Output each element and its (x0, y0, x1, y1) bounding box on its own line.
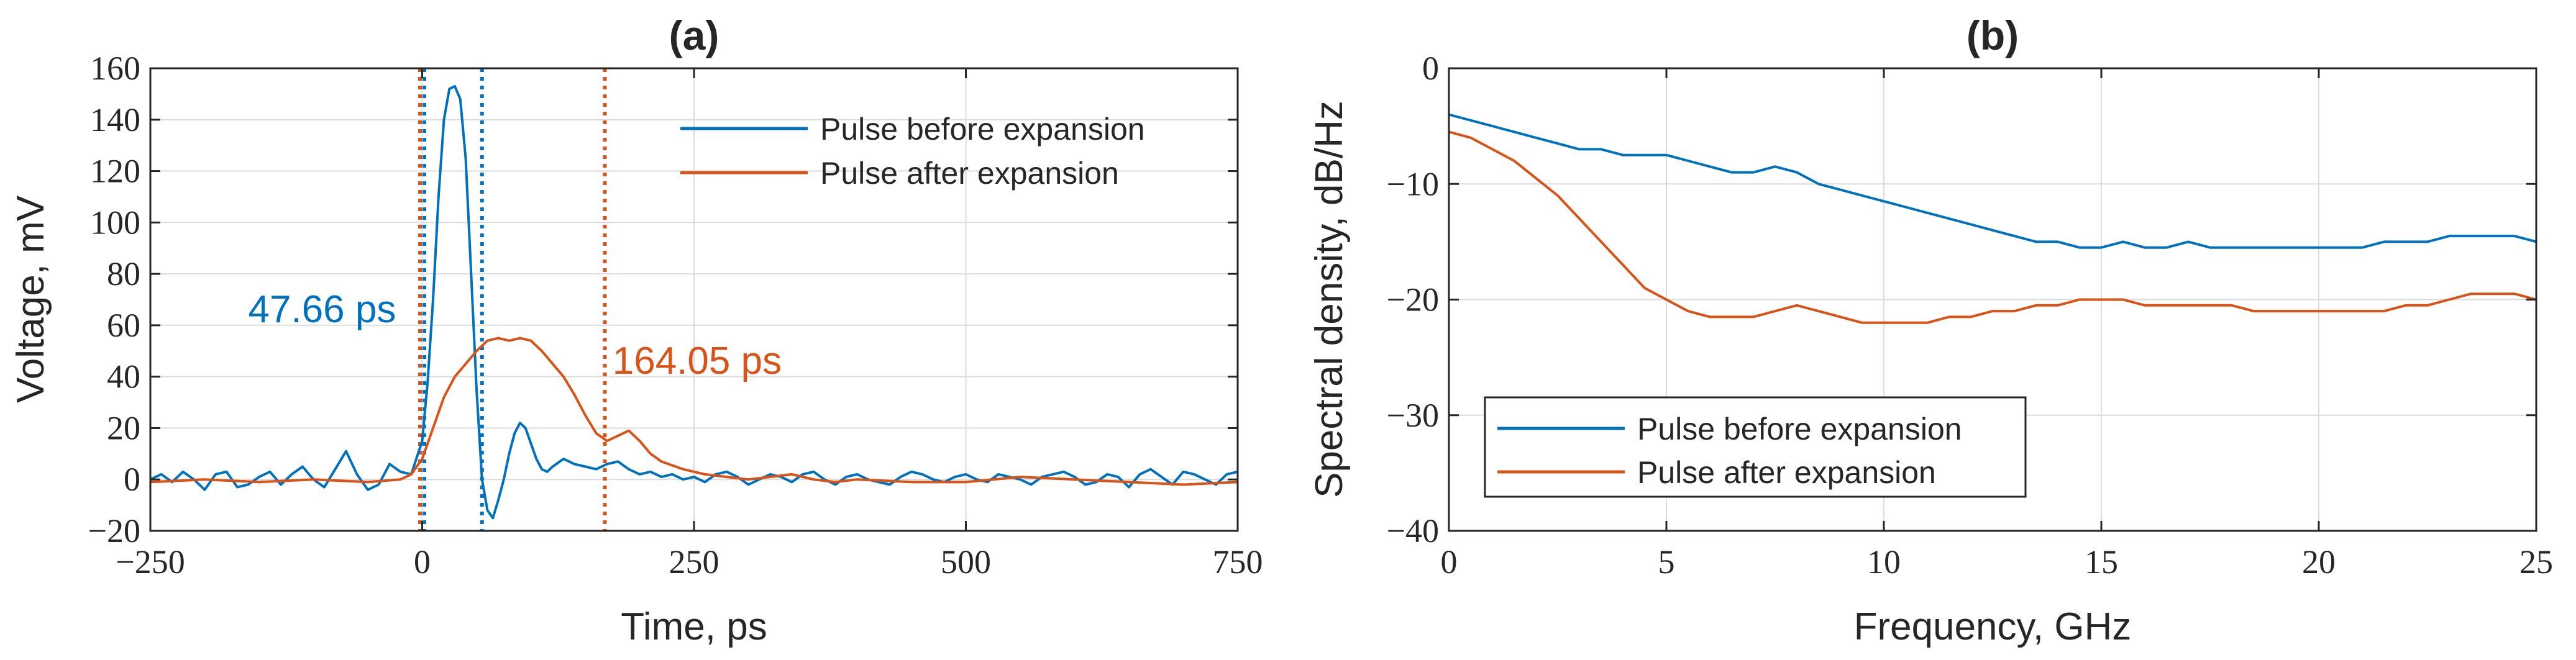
y-tick-label: −40 (1387, 512, 1439, 549)
panel-a-annotations: 47.66 ps 164.05 ps (249, 288, 782, 382)
panel-a-legend: Pulse before expansion Pulse after expan… (680, 112, 1145, 191)
panel-b-legend: Pulse before expansion Pulse after expan… (1484, 396, 2027, 498)
panel-b-chart: 0 5 10 15 20 25 −40 −30 −20 −10 0 (b) Frequency, G… (1308, 12, 2553, 648)
series-line-after (1448, 130, 2537, 324)
y-tick-label: −20 (88, 512, 140, 549)
annotation-label: 164.05 ps (613, 340, 782, 382)
y-tick-label: 0 (1422, 50, 1439, 87)
panel-a-series (150, 85, 1238, 520)
panel-b-ticks: 0 5 10 15 20 25 −40 −30 −20 −10 0 (1387, 50, 2553, 581)
x-tick-label: 0 (414, 543, 431, 581)
panel-a-xlabel: Time, ps (621, 605, 767, 648)
panel-b-title: (b) (1966, 12, 2019, 58)
y-tick-label: −30 (1387, 397, 1439, 434)
x-tick-label: 20 (2302, 543, 2336, 581)
panel-b-xlabel: Frequency, GHz (1854, 605, 2132, 648)
annotation-label: 47.66 ps (249, 288, 396, 331)
y-tick-label: 120 (90, 153, 140, 190)
y-tick-label: 80 (107, 255, 140, 292)
series-line-before (1448, 113, 2537, 249)
x-tick-label: 250 (669, 543, 719, 581)
y-tick-label: −20 (1387, 281, 1439, 319)
y-tick-label: 160 (90, 50, 140, 87)
y-tick-label: 100 (90, 204, 140, 241)
legend-b-label-after: Pulse after expansion (1637, 455, 1936, 490)
series-line-after (150, 337, 1238, 486)
y-tick-label: 20 (107, 409, 140, 446)
series-line-before (150, 85, 1238, 520)
panel-b-series (1448, 113, 2537, 324)
legend-a-label-before: Pulse before expansion (820, 112, 1145, 147)
panel-a-ticks: −250 0 250 500 750 −20 0 20 40 60 80 100 120 140 160 (88, 50, 1263, 581)
y-tick-label: −10 (1387, 165, 1439, 202)
legend-b-box (1484, 396, 2027, 498)
x-tick-label: 5 (1658, 543, 1675, 581)
legend-a-label-after: Pulse after expansion (820, 156, 1119, 191)
x-tick-label: 750 (1213, 543, 1263, 581)
y-tick-label: 0 (124, 461, 140, 498)
legend-b-label-before: Pulse before expansion (1637, 412, 1962, 446)
x-tick-label: 25 (2519, 543, 2553, 581)
y-tick-label: 60 (107, 307, 140, 344)
panel-a-title: (a) (669, 12, 719, 58)
x-tick-label: 500 (941, 543, 991, 581)
panel-a-chart: −250 0 250 500 750 −20 0 20 40 60 80 100 120 140 160 (… (9, 12, 1263, 648)
panel-b-ylabel: Spectral density, dB/Hz (1308, 101, 1351, 498)
y-tick-label: 40 (107, 358, 140, 396)
x-tick-label: 0 (1441, 543, 1458, 581)
x-tick-label: −250 (116, 543, 185, 581)
panel-a-ylabel: Voltage, mV (9, 195, 52, 403)
x-tick-label: 10 (1867, 543, 1901, 581)
y-tick-label: 140 (90, 101, 140, 138)
x-tick-label: 15 (2085, 543, 2118, 581)
